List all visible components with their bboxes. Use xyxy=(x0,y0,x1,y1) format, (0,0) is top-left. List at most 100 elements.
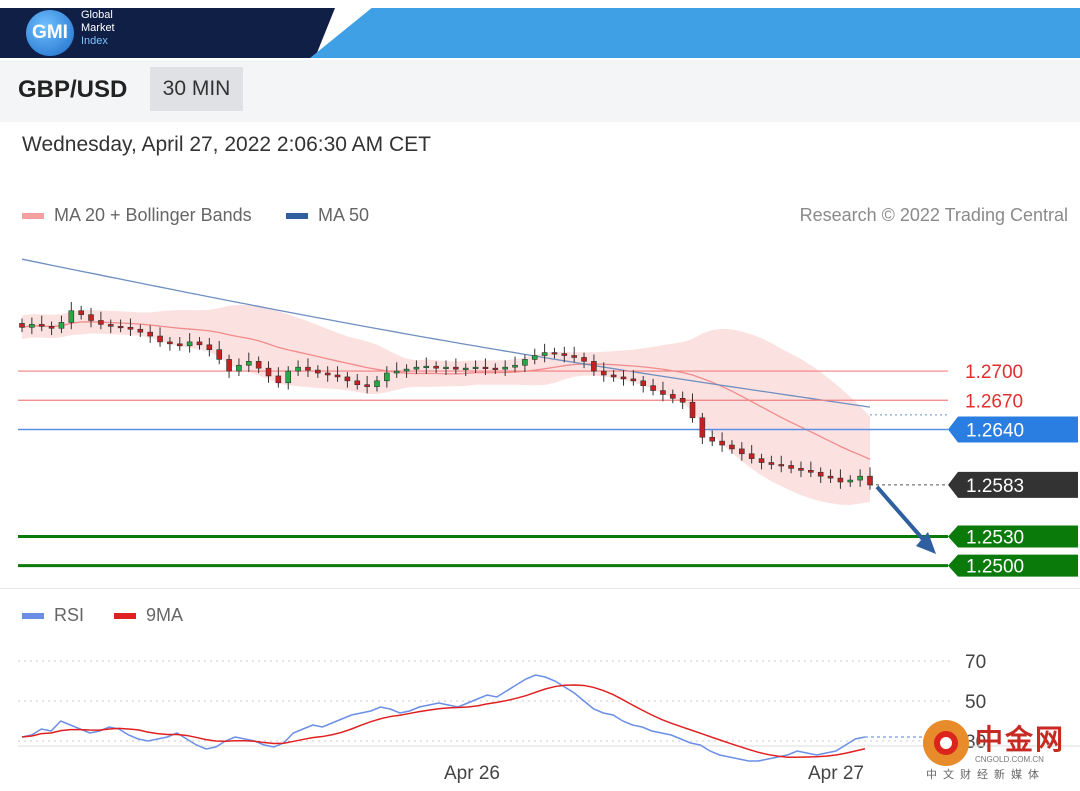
legend-9ma: 9MA xyxy=(114,605,183,626)
rsi-level-label-30: 30 xyxy=(965,732,986,753)
candle-body xyxy=(512,364,518,368)
rsi-chart: 70 50 30 Apr 26 Apr 27 xyxy=(18,652,1080,784)
level-label-1.2530: 1.2530 xyxy=(966,527,1024,548)
candle-body xyxy=(68,310,75,323)
candle-body xyxy=(354,380,361,386)
candle-body xyxy=(295,366,301,372)
x-tick-label: Apr 26 xyxy=(444,763,500,784)
price-chart: 1.2700 1.2670 1.2640 1.2583 1.2530 1.2500 xyxy=(18,258,1078,578)
gmi-logo-icon[interactable]: GMI xyxy=(26,10,74,56)
candle-body xyxy=(206,344,213,350)
candle-body xyxy=(186,341,193,347)
candle-body xyxy=(739,448,745,455)
candle-body xyxy=(462,367,469,370)
watermark-name: 中金网 xyxy=(975,724,1066,755)
candle-body xyxy=(29,324,35,328)
rsi-level-label-50: 50 xyxy=(965,692,986,713)
x-tick-label: Apr 27 xyxy=(808,763,864,784)
candle-body xyxy=(245,361,252,366)
candle-body xyxy=(729,444,735,450)
candle-body xyxy=(758,458,765,463)
candle-body xyxy=(837,477,844,483)
level-badge-1.2530 xyxy=(948,525,1078,548)
candle-body xyxy=(315,369,321,374)
rsi-line xyxy=(21,674,866,762)
candle-body xyxy=(669,394,676,399)
ma50-swatch xyxy=(286,212,308,219)
candle-body xyxy=(403,368,410,372)
candle-body xyxy=(492,367,499,370)
candle-body xyxy=(719,440,725,446)
chart-datetime: Wednesday, April 27, 2022 2:06:30 AM CET xyxy=(22,133,431,156)
candle-body xyxy=(127,326,134,330)
level-badge-1.2500 xyxy=(948,554,1078,577)
candle-body xyxy=(374,380,380,387)
candle-body xyxy=(571,355,577,358)
projection-arrow-line xyxy=(875,485,930,547)
level-label-1.2700: 1.2700 xyxy=(965,362,1023,383)
candle-body xyxy=(216,349,223,360)
candle-body xyxy=(581,357,587,362)
candle-body xyxy=(226,359,232,372)
candle-body xyxy=(117,326,124,329)
candle-body xyxy=(423,365,430,369)
level-label-1.2640: 1.2640 xyxy=(966,420,1024,441)
level-label-1.2583: 1.2583 xyxy=(966,476,1024,497)
candle-body xyxy=(443,366,449,369)
bollinger-band xyxy=(22,304,870,506)
candle-body xyxy=(650,385,656,391)
brand-line-1: Global xyxy=(81,9,113,21)
candle-body xyxy=(689,401,696,419)
candle-body xyxy=(827,475,834,479)
candle-body xyxy=(551,352,558,355)
watermark-url: CNGOLD.COM.CN xyxy=(975,755,1044,764)
candle-body xyxy=(433,365,439,369)
candle-body xyxy=(620,376,627,380)
candle-body xyxy=(502,366,508,370)
candle-body xyxy=(285,370,292,384)
timeframe-badge[interactable]: 30 MIN xyxy=(150,67,243,111)
brand-line-3: Index xyxy=(81,35,108,47)
candle-body xyxy=(334,374,341,378)
projection-arrow-head xyxy=(916,532,936,554)
candle-body xyxy=(78,310,84,315)
candle-body xyxy=(324,372,331,376)
candle-body xyxy=(630,378,637,382)
candle-body xyxy=(867,475,873,486)
candle-body xyxy=(531,355,538,360)
candle-body xyxy=(255,361,262,369)
legend-ma20: MA 20 + Bollinger Bands xyxy=(22,205,252,226)
candle-body xyxy=(393,370,400,374)
rsi-swatch xyxy=(22,612,44,619)
candle-body xyxy=(364,384,370,387)
legend-rsi: RSI xyxy=(22,605,84,626)
candle-body xyxy=(265,367,272,377)
watermark-sub: 中文财经新媒体 xyxy=(926,769,1045,781)
brand-line-2: Market xyxy=(81,22,115,34)
level-badge-1.2583 xyxy=(948,471,1078,498)
candle-body xyxy=(600,370,607,376)
cngold-logo-icon xyxy=(923,720,969,766)
legend-9ma-label: 9MA xyxy=(146,605,184,625)
candle-body xyxy=(768,462,775,465)
candle-body xyxy=(384,372,390,382)
level-label-1.2670: 1.2670 xyxy=(965,391,1023,412)
candle-body xyxy=(344,376,351,382)
level-badge-1.2640 xyxy=(948,416,1078,443)
legend-ma20-label: MA 20 + Bollinger Bands xyxy=(54,205,252,225)
top-banner: GMI Global Market Index xyxy=(0,0,1080,60)
candle-body xyxy=(413,366,420,370)
candle-body xyxy=(699,417,706,438)
research-credit: Research © 2022 Trading Central xyxy=(799,205,1068,225)
candle-body xyxy=(453,366,459,370)
legend-ma50-label: MA 50 xyxy=(318,205,370,225)
candle-body xyxy=(38,324,45,327)
candle-body xyxy=(58,322,65,329)
candle-body xyxy=(176,343,183,347)
ma9-swatch xyxy=(114,612,136,619)
legend-rsi-label: RSI xyxy=(54,605,85,625)
candle-body xyxy=(817,471,824,477)
candle-body xyxy=(788,465,794,469)
candle-body xyxy=(48,326,55,329)
candle-body xyxy=(748,453,755,459)
